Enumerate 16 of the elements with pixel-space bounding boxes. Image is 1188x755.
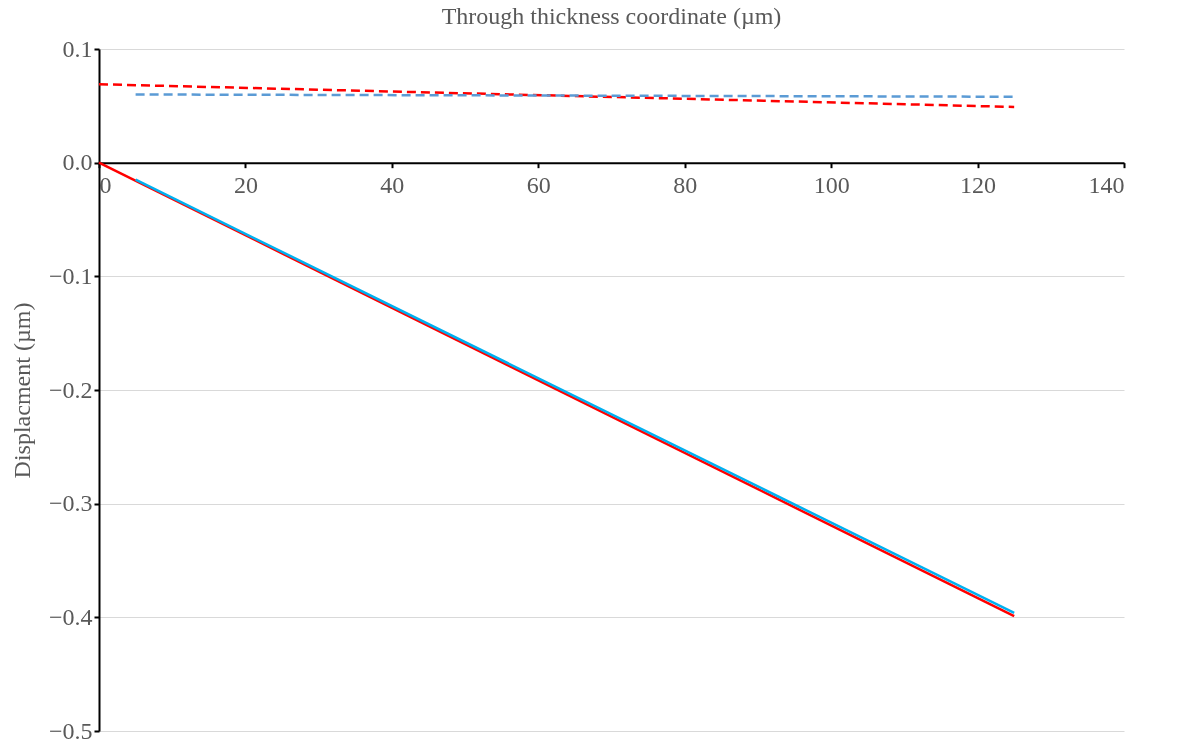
x-tick-label: 80 [673,172,698,199]
x-tick-label: 60 [526,172,551,199]
y-tick-label: −0.1 [48,262,93,289]
x-tick-label: 120 [960,172,997,199]
x-axis-title: Through thickness coordinate (µm) [441,3,782,29]
x-tick-label: 20 [233,172,258,199]
y-tick-label: 0.1 [62,35,93,62]
y-tick-label: −0.4 [48,603,93,630]
y-tick-label: 0.0 [62,149,93,176]
x-tick-label: 140 [1088,172,1125,199]
x-tick-label: 100 [813,172,850,199]
y-tick-label: −0.2 [48,376,93,403]
y-tick-label: −0.3 [48,490,93,517]
y-tick-label: −0.5 [48,717,93,744]
x-tick-label: 40 [380,172,405,199]
y-axis-title: Displacment (µm) [8,302,35,479]
